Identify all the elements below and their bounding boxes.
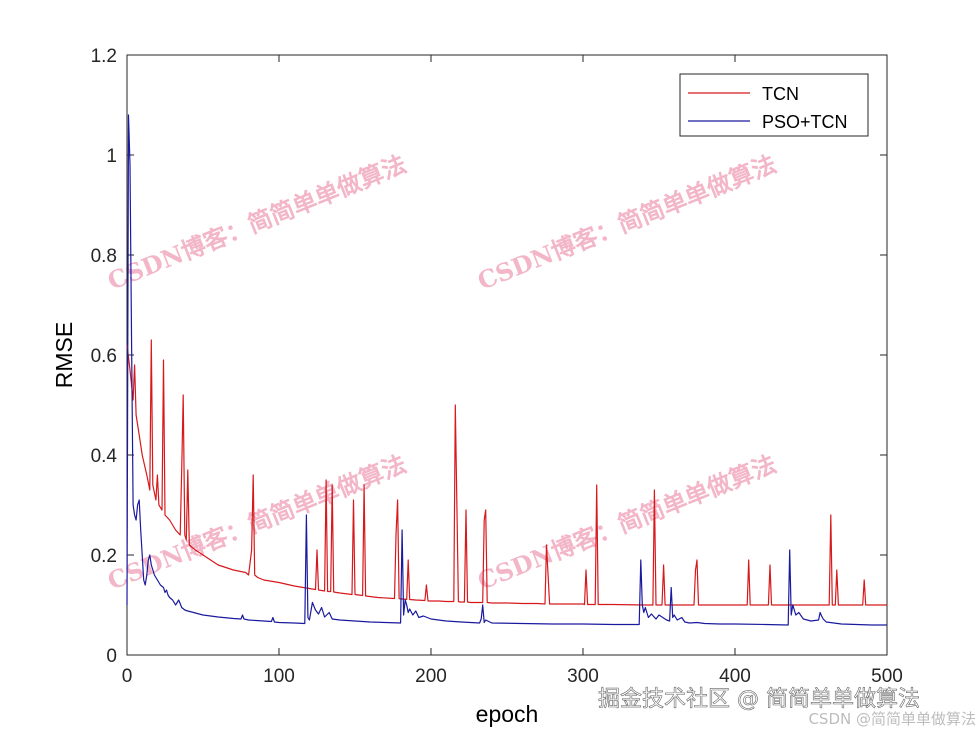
x-tick-label: 300	[567, 666, 599, 687]
x-axis-label: epoch	[476, 701, 539, 727]
x-tick-label: 100	[263, 666, 295, 687]
series-line-pso-tcn	[126, 114, 887, 626]
legend: TCN PSO+TCN	[679, 73, 869, 137]
x-tick-label: 400	[719, 666, 751, 687]
y-axis-label: RMSE	[51, 322, 77, 388]
x-tick-label: 200	[415, 666, 447, 687]
y-tick-label: 0.2	[91, 546, 117, 567]
watermark: CSDN博客：简简单单做算法	[473, 449, 780, 595]
legend-box	[679, 73, 869, 137]
y-tick-label: 1.2	[91, 46, 117, 67]
watermark: CSDN博客：简简单单做算法	[103, 149, 410, 295]
x-tick-label: 0	[122, 666, 133, 687]
x-tick-label: 500	[871, 666, 903, 687]
y-tick-label: 0	[106, 646, 117, 667]
legend-label-tcn: TCN	[762, 84, 799, 104]
y-tick-label: 0.4	[91, 446, 118, 467]
footer-watermark: 掘金技术社区 @ 简简单单做算法 CSDN @简简单单做算法	[598, 687, 976, 728]
series-layer	[126, 114, 887, 626]
watermark-layer: CSDN博客：简简单单做算法 CSDN博客：简简单单做算法 CSDN博客：简简单…	[103, 149, 780, 595]
footer-main-text: 掘金技术社区 @ 简简单单做算法	[598, 687, 920, 712]
y-tick-label: 0.8	[91, 246, 117, 267]
y-tick-label: 1	[106, 146, 117, 167]
y-tick-label: 0.6	[91, 346, 117, 367]
tick-layer: 0 100 200 300 400 500 0 0.2 0.4 0.6 0.8 1 1.2	[91, 46, 903, 687]
series-line-tcn	[126, 339, 887, 606]
footer-small-text: CSDN @简简单单做算法	[808, 710, 976, 728]
legend-label-pso-tcn: PSO+TCN	[762, 112, 848, 132]
watermark: CSDN博客：简简单单做算法	[473, 149, 780, 295]
